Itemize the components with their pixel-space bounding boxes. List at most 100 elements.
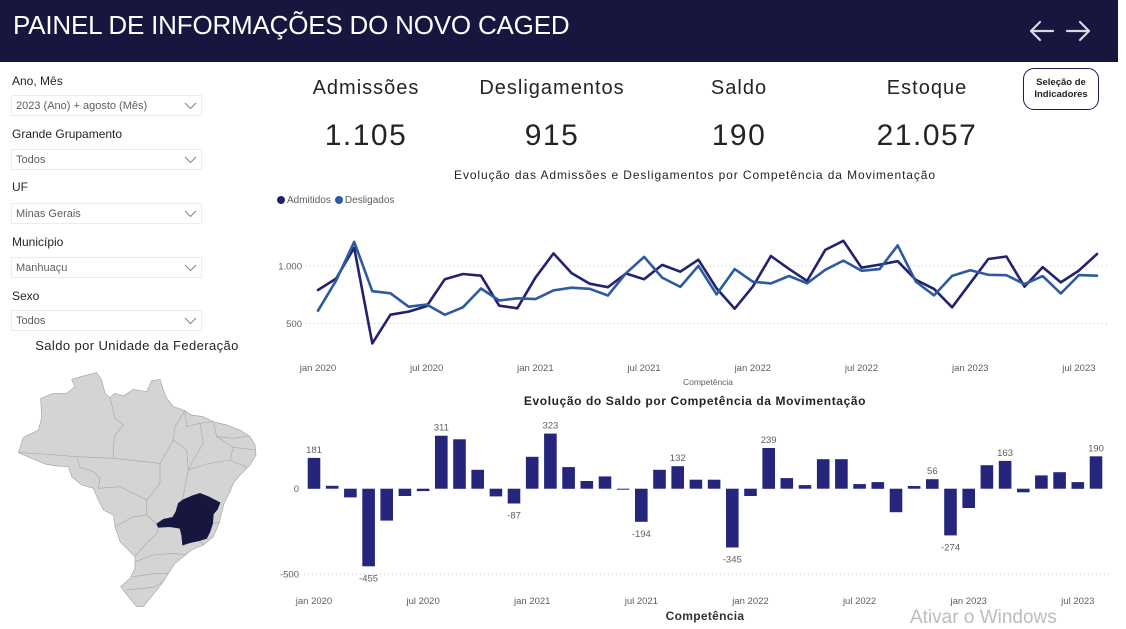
bar xyxy=(435,435,448,489)
x-tick-label: jul 2021 xyxy=(624,596,658,607)
uf-dropdown[interactable]: Minas Gerais xyxy=(11,203,202,224)
bar xyxy=(307,457,321,489)
bar xyxy=(525,456,539,489)
bar-chart-title: Evolução do Saldo por Competência da Mov… xyxy=(523,394,867,408)
bar-data-label: 163 xyxy=(997,448,1013,459)
bar-data-label: -274 xyxy=(941,543,960,554)
dropdown-value: Minas Gerais xyxy=(16,208,81,220)
bar-data-label: -345 xyxy=(723,555,742,566)
bar xyxy=(1035,475,1048,489)
bar xyxy=(835,459,848,489)
grande-grupamento-dropdown[interactable]: Todos xyxy=(11,149,202,170)
arrow-right-icon[interactable] xyxy=(1064,18,1092,44)
bar-data-label: 323 xyxy=(542,421,558,432)
bar-data-label: -194 xyxy=(632,529,651,540)
bar xyxy=(598,476,612,489)
x-tick-label: jan 2020 xyxy=(299,363,336,374)
indicator-selection-button[interactable]: Seleção de Indicadores xyxy=(1023,68,1099,110)
bar-data-label: 311 xyxy=(434,423,449,434)
bar xyxy=(653,469,666,489)
state-border xyxy=(184,409,214,428)
bar-chart-x-axis-title: Competência xyxy=(665,609,745,623)
kpi-label-saldo: Saldo xyxy=(710,77,768,99)
kpi-value-saldo: 190 xyxy=(711,119,767,152)
state-border xyxy=(199,540,205,546)
x-tick-label: jul 2023 xyxy=(1060,596,1094,607)
bar xyxy=(780,478,794,489)
x-tick-label: jan 2022 xyxy=(734,363,771,374)
bar-chart: 0 -500 jan 2020 jul 2020 jan 2021 jul 2021 jan… xyxy=(280,421,1110,607)
bar xyxy=(798,485,812,489)
brazil-outline[interactable] xyxy=(17,372,257,607)
bar xyxy=(816,459,830,489)
kpi-value-desligamentos: 915 xyxy=(524,119,580,152)
button-label-line2: Indicadores xyxy=(1034,89,1088,100)
filter-label-municipio: Município xyxy=(12,235,64,249)
button-label-line1: Seleção de xyxy=(1036,77,1086,88)
filter-label-sexo: Sexo xyxy=(12,289,40,303)
y-tick-label: 0 xyxy=(294,484,299,495)
bar xyxy=(344,488,357,498)
bar-data-label: 190 xyxy=(1088,443,1104,454)
kpi-label-desligamentos: Desligamentos xyxy=(479,77,625,99)
bar xyxy=(962,488,975,508)
bar xyxy=(562,467,575,489)
bar xyxy=(671,466,684,489)
bar xyxy=(889,488,903,513)
kpi-value-estoque: 21.057 xyxy=(876,119,978,152)
dropdown-value: Manhuaçu xyxy=(16,262,68,274)
state-borders xyxy=(19,397,256,591)
ano-mes-dropdown[interactable]: 2023 (Ano) + agosto (Mês) xyxy=(11,95,202,116)
chevron-down-icon xyxy=(184,264,197,272)
map-title: Saldo por Unidade da Federação xyxy=(35,338,239,353)
bar xyxy=(1017,488,1030,493)
bar xyxy=(980,465,994,489)
bar xyxy=(907,486,921,489)
arrow-left-icon[interactable] xyxy=(1028,18,1056,44)
filter-label-ano-mes: Ano, Mês xyxy=(12,74,63,88)
windows-activation-watermark: Ativar o Windows xyxy=(910,607,1057,628)
bar xyxy=(398,488,412,496)
state-border xyxy=(19,452,161,464)
chevron-down-icon xyxy=(184,317,197,325)
bar xyxy=(1071,482,1085,489)
bar xyxy=(325,485,339,489)
municipio-dropdown[interactable]: Manhuaçu xyxy=(11,257,202,278)
bar xyxy=(580,481,594,489)
bar xyxy=(416,488,430,492)
kpi-label-admissoes: Admissões xyxy=(312,77,420,99)
legend-dot-icon xyxy=(334,196,343,204)
x-tick-label: jul 2020 xyxy=(405,596,439,607)
bar xyxy=(616,488,630,490)
bar xyxy=(380,488,393,521)
y-tick-label: -500 xyxy=(280,570,299,581)
dropdown-value: Todos xyxy=(16,154,46,166)
series-line-admitidos xyxy=(316,239,1099,345)
legend-item-admitidos[interactable]: Admitidos xyxy=(277,195,331,206)
x-tick-label: jul 2020 xyxy=(409,363,443,374)
state-border xyxy=(182,423,204,501)
bar-data-label: -455 xyxy=(359,573,378,584)
bar xyxy=(707,479,721,489)
sexo-dropdown[interactable]: Todos xyxy=(11,310,202,331)
kpi-value-admissoes: 1.105 xyxy=(324,119,408,152)
bar xyxy=(1089,456,1103,489)
bar-data-label: 181 xyxy=(306,445,322,456)
x-tick-label: jan 2020 xyxy=(295,596,332,607)
state-border xyxy=(173,439,189,471)
state-minas-gerais[interactable] xyxy=(156,492,221,546)
chevron-down-icon xyxy=(184,102,197,110)
line-chart-legend: Admitidos Desligados xyxy=(277,193,398,207)
state-border xyxy=(212,522,221,524)
bar xyxy=(926,479,939,489)
state-border xyxy=(126,582,162,591)
bar xyxy=(453,439,466,489)
chevron-down-icon xyxy=(184,210,197,218)
x-tick-label: jul 2022 xyxy=(844,363,878,374)
bar xyxy=(871,482,885,489)
legend-label: Admitidos xyxy=(287,194,331,206)
header-bar: PAINEL DE INFORMAÇÕES DO NOVO CAGED xyxy=(0,0,1118,62)
legend-item-desligados[interactable]: Desligados xyxy=(334,195,394,206)
state-border xyxy=(98,486,147,501)
bar xyxy=(471,469,484,489)
